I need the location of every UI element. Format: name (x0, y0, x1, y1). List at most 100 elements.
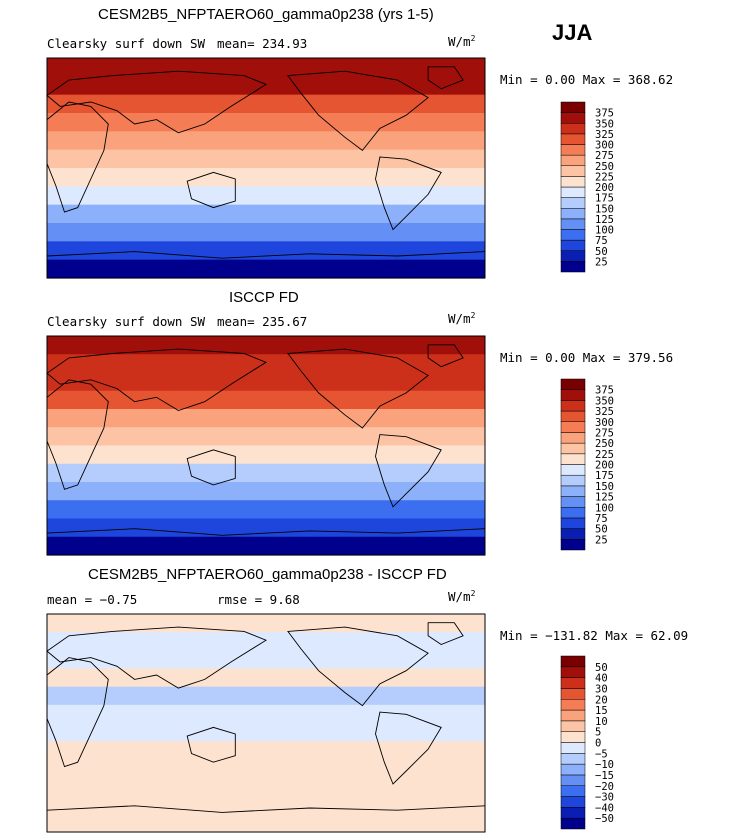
colorbar-1-swatch (560, 261, 586, 273)
map-1-band (47, 259, 485, 279)
panel-3-mean: mean = −0.75 (47, 592, 138, 607)
colorbar-2-tick-label: 225 (595, 449, 614, 461)
colorbar-1-tick-label: 100 (595, 225, 614, 237)
map-3-coastline (46, 805, 486, 813)
colorbar-1-tick-label: 275 (595, 150, 614, 162)
panel-2-units: W/m2 (448, 311, 476, 327)
colorbar-2-tick-label: 250 (595, 438, 614, 450)
map-2-band (47, 427, 485, 447)
colorbar-3-tick-label: −50 (595, 813, 614, 825)
map-1-band (47, 223, 485, 242)
colorbar-2-swatch (560, 442, 586, 455)
colorbar-1-swatch (560, 165, 586, 177)
map-2-coastline (287, 348, 429, 429)
map-2-coastline (46, 348, 267, 411)
map-2-coastline (375, 434, 442, 508)
colorbar-1-swatch (560, 186, 586, 198)
map-1-band (47, 113, 485, 132)
map-3-frame (46, 613, 486, 833)
colorbar-2-tick-label: 375 (595, 385, 614, 397)
colorbar-2-tick-label: 275 (595, 427, 614, 439)
map-1-frame (46, 57, 486, 279)
colorbar-2-swatch (560, 389, 586, 401)
map-1-band (47, 168, 485, 187)
map-1-coastline (287, 70, 429, 152)
map-3-band (47, 723, 485, 742)
colorbar-2-swatch (560, 496, 586, 508)
colorbar-2-tick-label: 25 (595, 534, 608, 546)
colorbar-1-tick-label: 175 (595, 193, 614, 205)
panel-2-title: ISCCP FD (229, 289, 299, 306)
map-2-band (47, 518, 485, 538)
map-3-coastline (287, 626, 429, 707)
colorbar-3-swatch (560, 720, 586, 732)
map-2-band (47, 409, 485, 428)
colorbar-1-swatch (560, 154, 586, 167)
colorbar-1-swatch (560, 176, 586, 188)
map-2-band (47, 354, 485, 374)
colorbar-2-swatch (560, 517, 586, 529)
map-2-coastline (46, 528, 486, 536)
map-2-band (47, 500, 485, 520)
colorbar-2-tick-label: 325 (595, 406, 614, 418)
colorbar-1-swatch (560, 229, 586, 241)
map-3-coastline (375, 711, 442, 785)
map-3-band (47, 777, 485, 797)
map-1-coastline (46, 101, 109, 213)
colorbar-2-tick-label: 100 (595, 502, 614, 514)
colorbar-1-swatch (560, 123, 586, 135)
colorbar-3-tick-label: 50 (595, 662, 608, 674)
colorbar-2-swatch (560, 528, 586, 540)
colorbar-1-swatch (560, 197, 586, 209)
colorbar-3-tick-label: −30 (595, 792, 614, 804)
colorbar-1-tick-label: 125 (595, 214, 614, 226)
panel-1-minmax: Min = 0.00 Max = 368.62 (500, 72, 674, 87)
colorbar-3-swatch (560, 731, 586, 743)
map-3-band (47, 668, 485, 688)
colorbar-2-tick-label: 200 (595, 460, 614, 472)
map-1-coastline (375, 156, 442, 231)
map-2-band (47, 390, 485, 410)
colorbar-3-swatch (560, 763, 586, 776)
map-1-band (47, 94, 485, 114)
colorbar-2-tick-label: 300 (595, 417, 614, 429)
colorbar-1-swatch (560, 239, 586, 252)
colorbar-1-tick-label: 25 (595, 256, 608, 268)
colorbar-1-tick-label: 75 (595, 235, 608, 247)
map-2-band (47, 372, 485, 392)
colorbar-3-tick-label: 20 (595, 694, 608, 706)
map-1-band (47, 186, 485, 206)
colorbar-3-tick-label: −5 (595, 748, 608, 760)
colorbar-3-swatch (560, 774, 586, 787)
colorbar-2-tick-label: 350 (595, 395, 614, 407)
colorbar-2-tick-label: 50 (595, 524, 608, 536)
panel-3-title: CESM2B5_NFPTAERO60_gamma0p238 - ISCCP FD (88, 566, 447, 583)
colorbar-1-tick-label: 50 (595, 246, 608, 258)
panel-2-mean: mean= 235.67 (217, 314, 308, 329)
colorbar-2-swatch (560, 378, 586, 390)
map-3-band (47, 813, 485, 833)
map-1-band (47, 76, 485, 96)
colorbar-2-swatch (560, 453, 586, 465)
colorbar-3-tick-label: 30 (595, 683, 608, 695)
panel-3-units: W/m2 (448, 589, 476, 605)
colorbar-3-swatch (560, 753, 586, 765)
colorbar-1-swatch (560, 133, 586, 145)
map-2-band (47, 536, 485, 556)
colorbar-2-tick-label: 175 (595, 470, 614, 482)
panel-1-units: W/m2 (448, 34, 476, 50)
colorbar-3-swatch (560, 796, 586, 808)
colorbar-2-swatch (560, 432, 586, 444)
map-2-coastline (46, 379, 109, 490)
colorbar-2-tick-label: 75 (595, 513, 608, 525)
map-1-coastline (46, 251, 486, 259)
map-3-band (47, 614, 485, 633)
map-1-band (47, 149, 485, 169)
colorbar-2-swatch (560, 485, 586, 497)
colorbar-1-swatch (560, 250, 586, 262)
colorbar-1-swatch (560, 208, 586, 220)
colorbar-1-tick-label: 225 (595, 171, 614, 183)
panel-1-mean: mean= 234.93 (217, 36, 308, 51)
colorbar-3-swatch (560, 655, 586, 668)
